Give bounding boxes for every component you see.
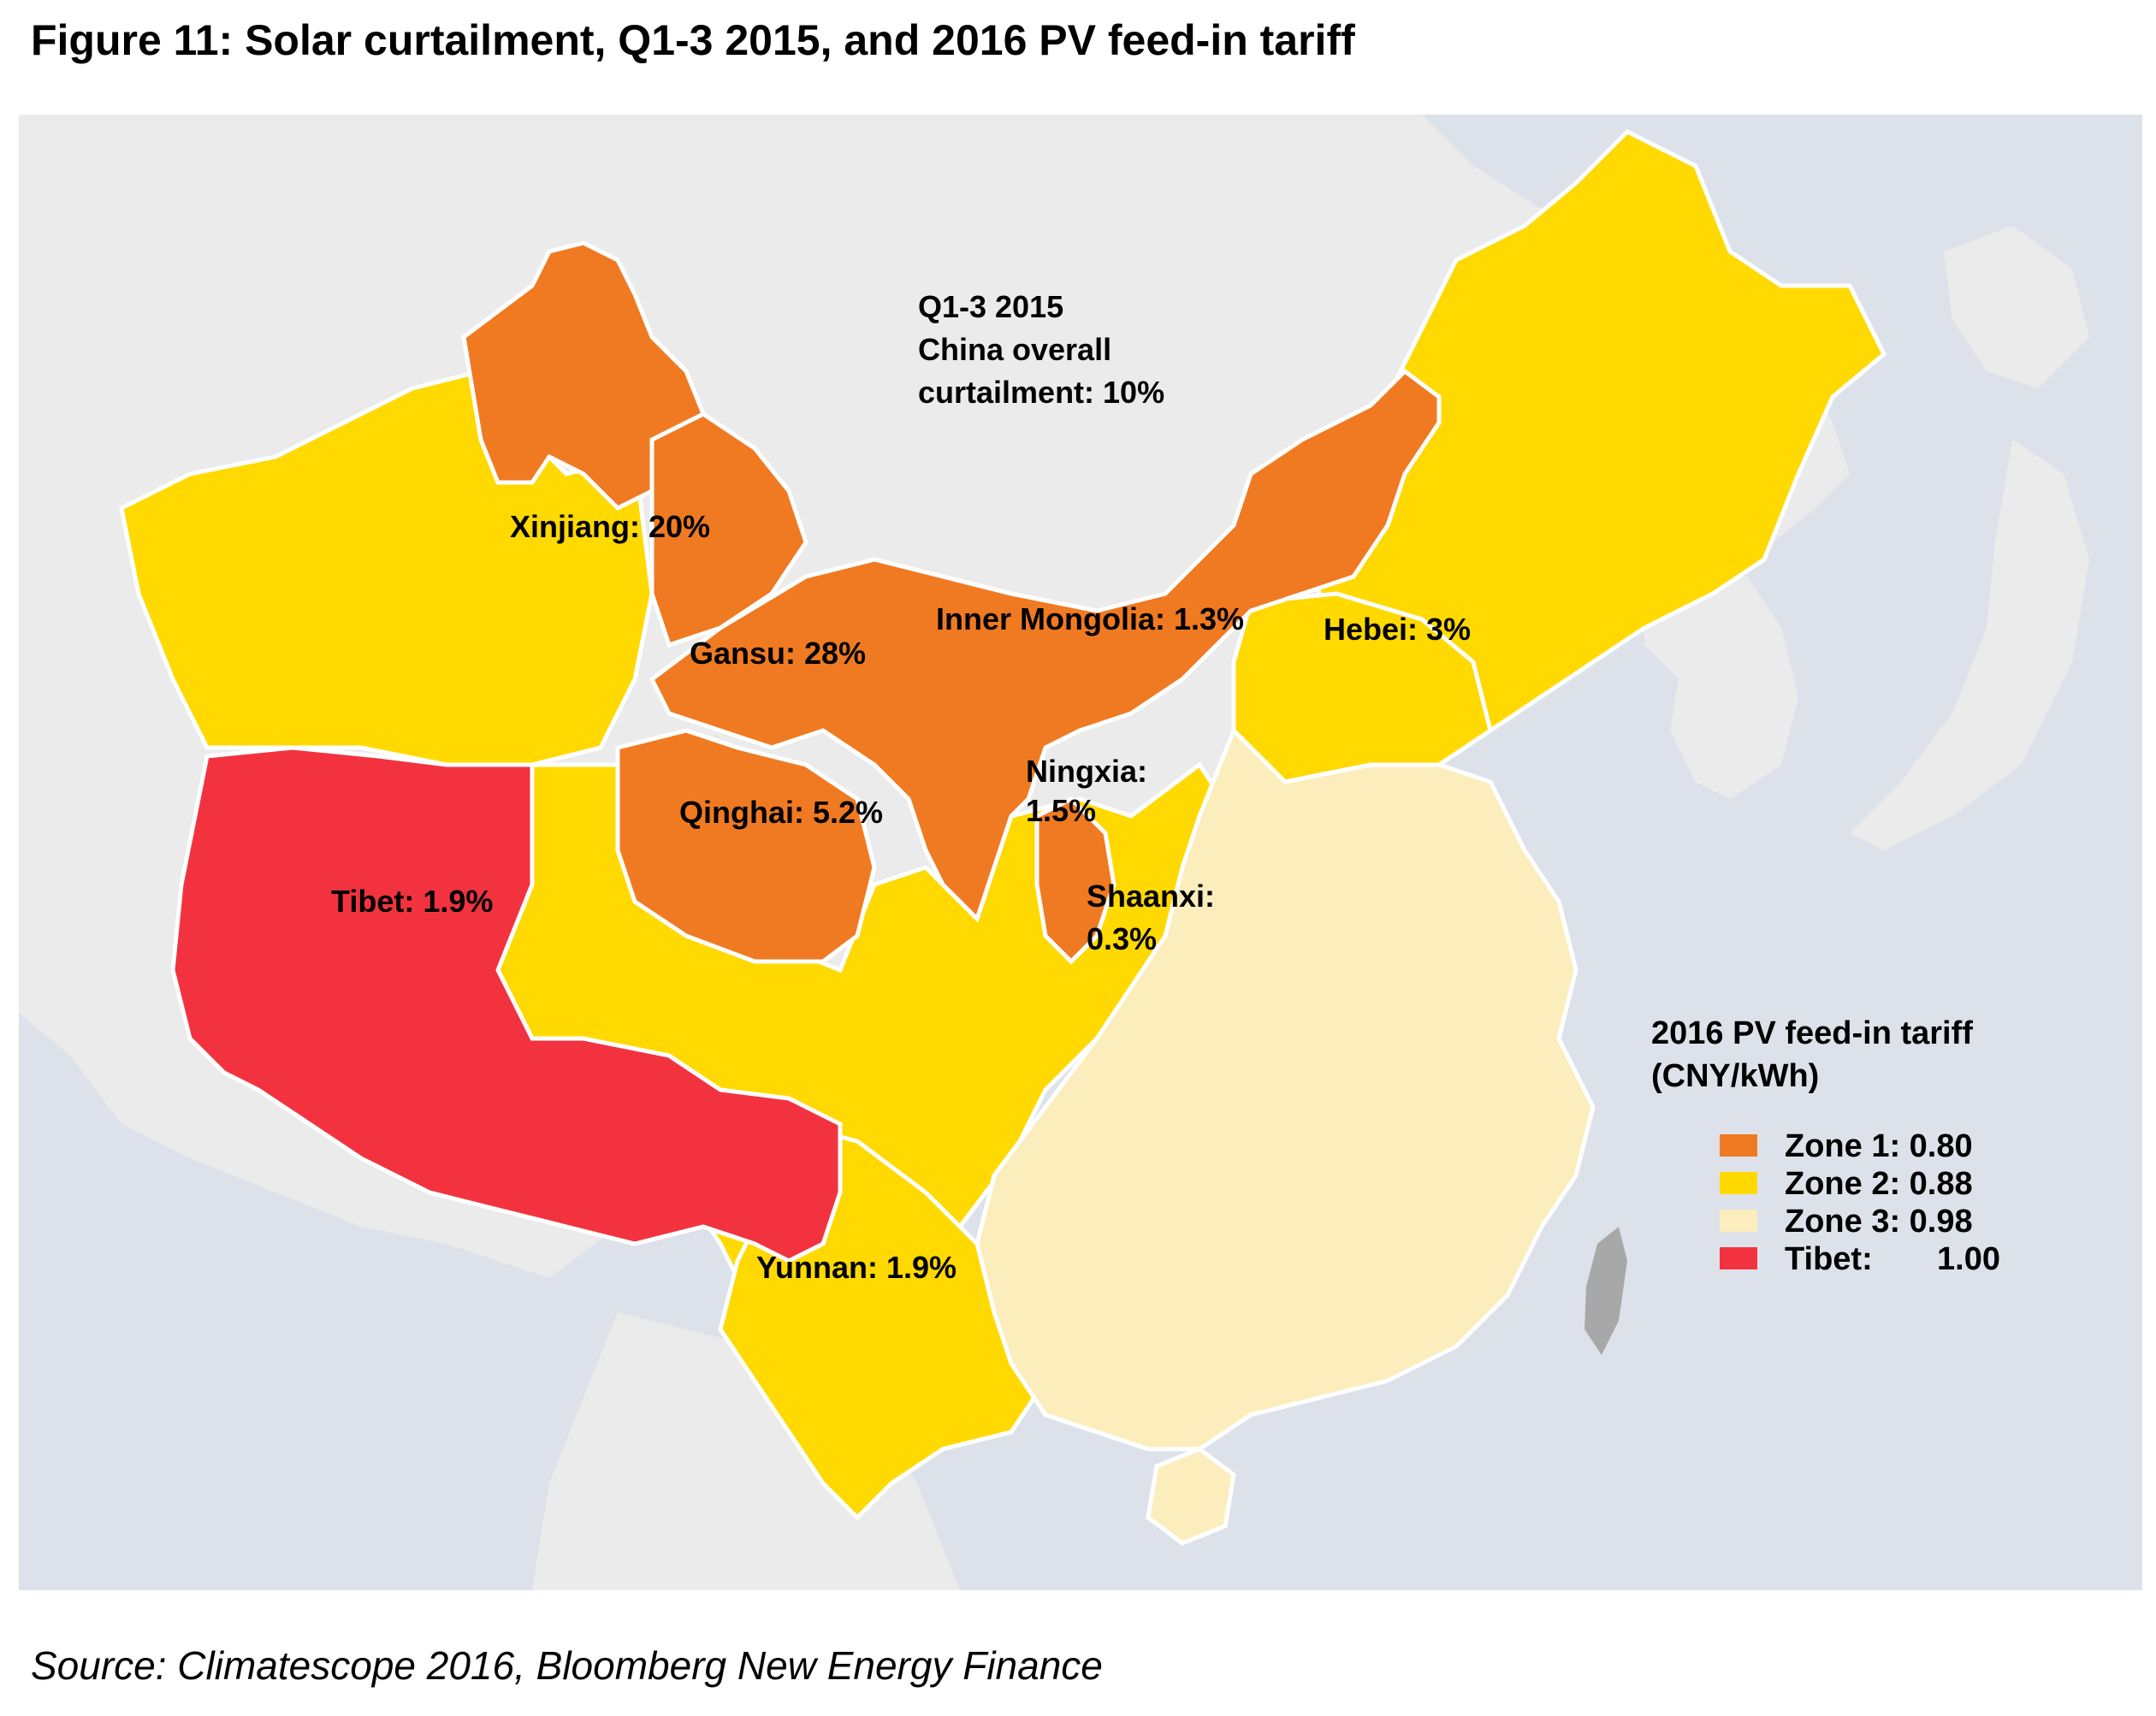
- legend-swatch-zone2: [1720, 1172, 1757, 1194]
- label-tibet: Tibet: 1.9%: [331, 884, 493, 919]
- hainan: [1146, 1447, 1236, 1546]
- map-frame: Q1-3 2015 China overall curtailment: 10%…: [19, 115, 2142, 1590]
- label-gansu: Gansu: 28%: [690, 636, 866, 671]
- zone1-ningxia: [1034, 796, 1116, 965]
- overall-note-line1: Q1-3 2015: [918, 289, 1063, 324]
- legend-label-tibet: Tibet:: [1785, 1241, 1873, 1277]
- legend: 2016 PV feed-in tariff (CNY/kWh) Zone 1:…: [1651, 1015, 2000, 1277]
- label-inner-mongolia: Inner Mongolia: 1.3%: [936, 601, 1244, 636]
- label-ningxia-line1: Ningxia:: [1026, 754, 1147, 789]
- legend-title-line2: (CNY/kWh): [1651, 1058, 1819, 1094]
- figure-title: Figure 11: Solar curtailment, Q1-3 2015,…: [31, 16, 1355, 64]
- label-shaanxi-line2: 0.3%: [1087, 921, 1157, 956]
- neighbor-land-southeast-asia: [532, 1312, 960, 1590]
- overall-note-line3: curtailment: 10%: [918, 375, 1164, 410]
- legend-swatch-zone1: [1720, 1134, 1757, 1157]
- label-hebei: Hebei: 3%: [1324, 612, 1471, 647]
- overall-note-line2: China overall: [918, 332, 1111, 367]
- legend-swatch-zone3: [1720, 1210, 1757, 1232]
- china-map: Q1-3 2015 China overall curtailment: 10%…: [19, 115, 2142, 1590]
- korean-peninsula: [1644, 559, 1798, 799]
- legend-title-line1: 2016 PV feed-in tariff: [1651, 1015, 1973, 1051]
- source-note: Source: Climatescope 2016, Bloomberg New…: [31, 1643, 1103, 1688]
- legend-value-tibet: 1.00: [1937, 1241, 2000, 1277]
- legend-swatch-tibet: [1720, 1247, 1757, 1269]
- zone3-east-south: [974, 726, 1596, 1452]
- japan: [1850, 226, 2089, 850]
- label-ningxia-line2: 1.5%: [1026, 793, 1096, 828]
- legend-label-zone1: Zone 1: 0.80: [1785, 1128, 1973, 1164]
- label-xinjiang: Xinjiang: 20%: [510, 509, 710, 544]
- label-yunnan: Yunnan: 1.9%: [756, 1250, 957, 1285]
- zone1-east-xinjiang: [649, 411, 808, 648]
- taiwan: [1584, 1227, 1627, 1355]
- tibet-region: [170, 745, 843, 1263]
- legend-label-zone2: Zone 2: 0.88: [1785, 1166, 1973, 1202]
- label-shaanxi-line1: Shaanxi:: [1087, 879, 1215, 914]
- zone1-qinghai: [615, 728, 877, 964]
- label-qinghai: Qinghai: 5.2%: [679, 795, 883, 830]
- zone1-gansu-mongolia: [649, 368, 1442, 923]
- legend-label-zone3: Zone 3: 0.98: [1785, 1204, 1973, 1240]
